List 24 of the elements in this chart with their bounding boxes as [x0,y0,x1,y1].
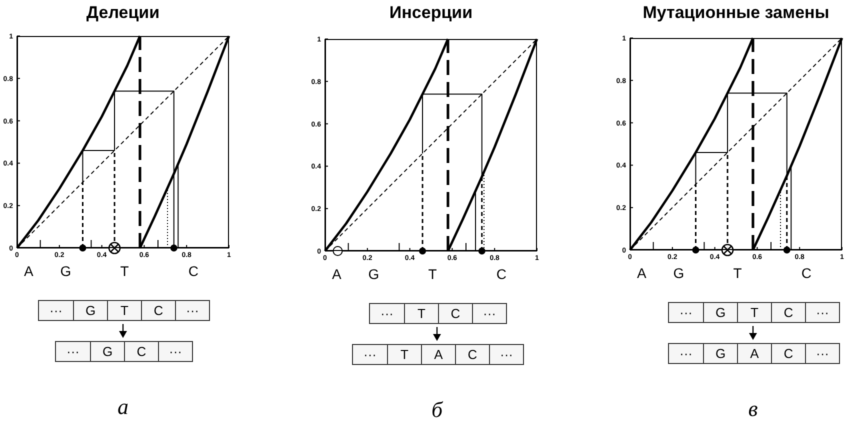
text: A [332,266,342,282]
chart-title: Мутационные замены [642,3,830,23]
sequence-boxes: ··· G T C ··· [668,302,840,323]
text: A [24,263,34,279]
text: б [430,397,444,423]
text: в [747,396,759,422]
chart-title: Делеции [85,3,161,23]
sequence-boxes: ··· G C ··· [55,341,193,362]
text: G [673,265,684,281]
text: G [60,263,72,279]
text: T [733,265,742,281]
text: C [801,265,812,281]
text: C [188,263,199,279]
sequence-boxes: ··· G T C ··· [38,300,210,321]
sequence-boxes: ··· T A C ··· [352,344,524,365]
text: G [368,266,380,282]
text: T [120,263,129,279]
text: A [636,265,646,281]
sequence-boxes: ··· T C ··· [369,303,507,324]
sequence-boxes: ··· G A C ··· [668,343,840,364]
chart-title: Инсерции [388,3,474,23]
text: T [428,266,437,282]
text: а [116,394,130,420]
text: C [496,266,507,282]
